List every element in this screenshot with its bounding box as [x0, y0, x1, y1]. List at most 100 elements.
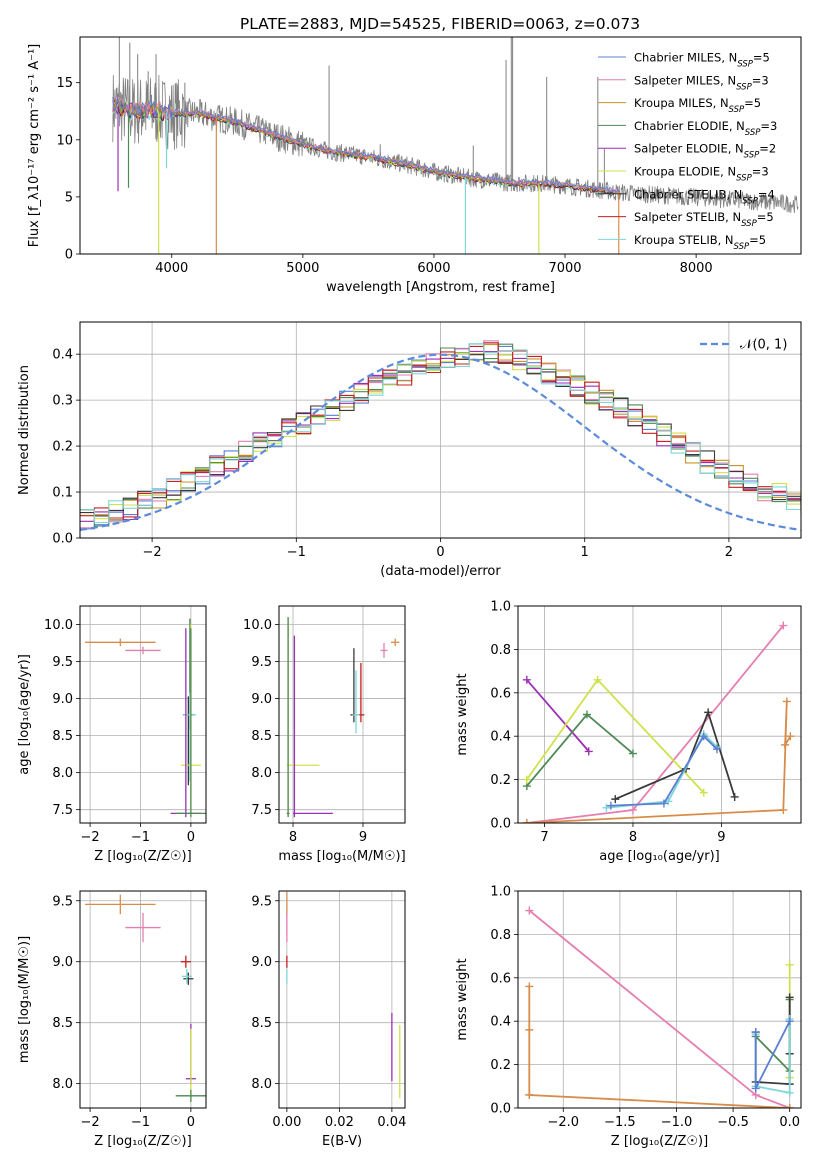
x-tick-label: −1.0 — [661, 1115, 693, 1130]
weight-marker — [782, 697, 791, 706]
x-tick-label: 0.00 — [272, 1115, 301, 1130]
y-tick-label: 0.4 — [52, 348, 73, 363]
weight-marker — [785, 993, 794, 1002]
y-tick-label: 10 — [56, 133, 73, 148]
weight-marker — [606, 801, 615, 810]
x-tick-label: −1 — [287, 545, 306, 560]
x-axis-label: Z [log₁₀(Z/Z☉)] — [94, 1134, 191, 1149]
x-tick-label: 6000 — [417, 261, 450, 276]
x-tick-label: 1 — [581, 545, 589, 560]
weight-marker — [699, 788, 708, 797]
weight-marker — [779, 805, 788, 814]
y-tick-label: 0.6 — [490, 971, 511, 986]
weight-marker — [712, 745, 721, 754]
weight-marker — [593, 675, 602, 684]
axes-frame — [517, 605, 802, 824]
histogram-step — [80, 342, 801, 519]
weight-marker — [522, 675, 531, 684]
histogram-step — [80, 350, 801, 522]
weight-marker — [779, 621, 788, 630]
error-bar-point — [180, 955, 191, 968]
plot-area — [522, 621, 795, 823]
x-tick-label: −1 — [131, 1115, 150, 1130]
y-tick-label: 15 — [56, 76, 73, 91]
y-axis-label: Flux [f_λ10⁻¹⁷ erg cm⁻² s⁻¹ A⁻¹] — [27, 44, 42, 248]
legend-label: Salpeter MILES, NSSP=3 — [634, 73, 769, 92]
y-tick-label: 8.0 — [52, 766, 73, 781]
y-tick-label: 9.0 — [251, 692, 272, 707]
weight-marker — [785, 1104, 794, 1108]
weight-line — [528, 909, 791, 1108]
x-tick-label: −2 — [80, 1115, 99, 1130]
weight-marker — [785, 1088, 794, 1097]
weight-marker — [582, 710, 591, 719]
y-tick-label: 0.1 — [52, 486, 73, 501]
y-axis-label: mass weight — [455, 958, 470, 1040]
weight-marker — [522, 775, 531, 784]
error-bar-point — [181, 969, 192, 984]
axes-mass_vs_ebv: 0.00 0.02 0.04 8.0 8.5 9.0 9.5 E(B-V) — [251, 890, 406, 1149]
weight-marker — [525, 982, 534, 991]
weight-line — [526, 713, 634, 787]
weight-line — [610, 734, 718, 807]
y-tick-label: 0.2 — [490, 773, 511, 788]
histogram-step — [80, 343, 801, 524]
y-tick-label: 9.5 — [52, 894, 73, 909]
error-bar-point — [125, 912, 161, 943]
histogram-step — [80, 344, 801, 521]
axes-weight_vs_age: 7 8 9 0.0 0.2 0.4 0.6 0.8 1.0 age [log₁₀(age/yr)]… — [455, 600, 802, 864]
x-tick-label: 9 — [359, 830, 367, 845]
weight-marker — [785, 1017, 794, 1026]
x-tick-label: 4000 — [155, 261, 188, 276]
axes-residual_hist: −2 −1 0 1 2 0.0 0.1 0.2 0.3 0.4 (data-model)/error… — [17, 321, 802, 579]
histogram-step — [80, 343, 801, 527]
x-tick-label: 0.04 — [377, 1115, 406, 1130]
x-tick-label: 5000 — [286, 261, 319, 276]
y-tick-label: 9.5 — [52, 655, 73, 670]
y-tick-label: 8.5 — [52, 1016, 73, 1031]
x-axis-label: Z [log₁₀(Z/Z☉)] — [611, 1134, 708, 1149]
y-tick-label: 0.4 — [490, 1015, 511, 1030]
y-tick-label: 8.0 — [251, 766, 272, 781]
weight-marker — [659, 799, 668, 808]
y-tick-label: 1.0 — [490, 600, 511, 615]
weight-marker — [786, 732, 795, 741]
x-tick-label: 0.0 — [779, 1115, 800, 1130]
y-tick-label: 8.5 — [251, 1016, 272, 1031]
axes-frame — [79, 605, 207, 824]
axes-spectrum: 4000 5000 6000 7000 8000 0 5 10 15 wavelength [An… — [27, 36, 802, 295]
y-tick-label: 8.0 — [52, 1077, 73, 1092]
normal-curve — [80, 353, 801, 531]
error-bar-point — [175, 628, 206, 818]
y-tick-label: 0.4 — [490, 730, 511, 745]
y-axis-label: age [log₁₀(age/yr)] — [17, 654, 32, 775]
plot-area — [525, 906, 794, 1108]
axes-frame — [278, 605, 406, 824]
y-tick-label: 9.0 — [52, 955, 73, 970]
y-tick-label: 9.0 — [52, 692, 73, 707]
weight-marker — [699, 732, 708, 741]
axes-mass_vs_z: −2 −1 0 8.0 8.5 9.0 9.5 Z [log₁₀(Z/Z☉)] mass [lo… — [17, 890, 207, 1149]
x-tick-label: 7000 — [548, 261, 581, 276]
axes-frame — [517, 890, 802, 1109]
weight-marker — [730, 792, 739, 801]
model-spectrum — [112, 97, 620, 194]
y-tick-label: 0.2 — [490, 1058, 511, 1073]
error-bar-point — [391, 638, 400, 646]
weight-line — [614, 709, 736, 800]
error-bar-point — [85, 894, 156, 915]
x-axis-label: wavelength [Angstrom, rest frame] — [326, 280, 555, 295]
plot-area — [112, 37, 799, 254]
y-tick-label: 0.2 — [52, 440, 73, 455]
x-axis-label: Z [log₁₀(Z/Z☉)] — [94, 849, 191, 864]
legend-label: Kroupa ELODIE, NSSP=3 — [634, 165, 769, 184]
x-tick-label: 0 — [187, 1115, 195, 1130]
weight-marker — [525, 1090, 534, 1099]
legend-label: 𝒩(0, 1) — [740, 338, 787, 353]
legend: Chabrier MILES, NSSP=5 Salpeter MILES, NS… — [598, 51, 777, 252]
y-tick-label: 5 — [65, 190, 73, 205]
y-axis-label: mass [log₁₀(M/M☉)] — [17, 936, 32, 1063]
y-tick-label: 1.0 — [490, 885, 511, 900]
error-bar-point — [352, 670, 360, 734]
